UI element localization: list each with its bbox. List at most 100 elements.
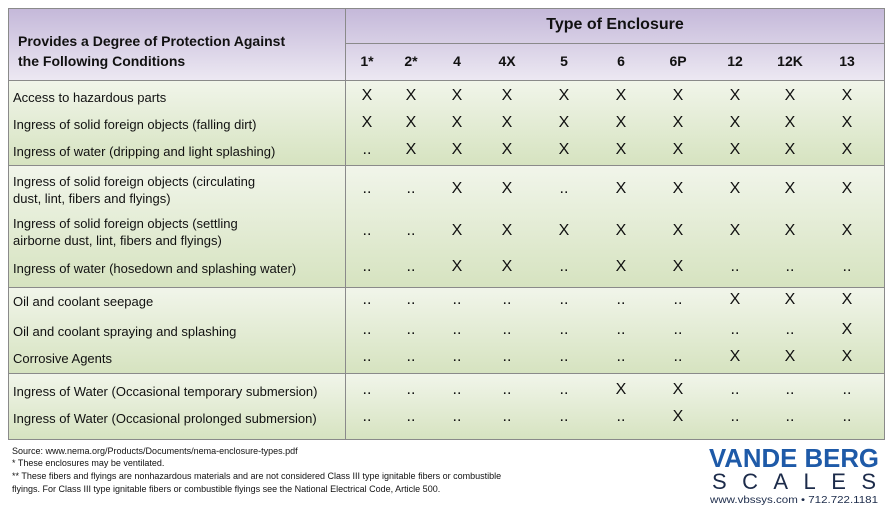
cell: X [784, 87, 796, 104]
cell: X [841, 141, 853, 158]
cell: X [729, 141, 741, 158]
row-label: airborne dust, lint, fibers and flyings) [13, 233, 222, 248]
cell: X [841, 222, 853, 239]
group-title: Type of Enclosure [546, 16, 684, 33]
cell: X [672, 222, 684, 239]
cell: X [841, 291, 853, 308]
cell: .. [559, 291, 569, 308]
cell: .. [559, 381, 569, 398]
logo-contact: www.vbssys.com • 712.722.1181 [709, 494, 878, 506]
cell: X [501, 180, 513, 197]
column-label: 2* [404, 53, 418, 69]
cell: .. [406, 258, 416, 275]
column-label: 13 [839, 53, 855, 69]
row-label: Corrosive Agents [13, 350, 112, 366]
cell: X [451, 87, 463, 104]
logo-name: VANDE BERG [709, 443, 879, 473]
header-title: the Following Conditions [18, 53, 186, 69]
cell: X [558, 87, 570, 104]
cell: X [841, 114, 853, 131]
column-label: 5 [560, 53, 568, 69]
cell: .. [730, 408, 740, 425]
cell: .. [452, 348, 462, 365]
column-label: 4X [498, 53, 516, 69]
cell: .. [616, 321, 626, 338]
cell: X [451, 222, 463, 239]
column-label: 6 [617, 53, 625, 69]
cell: X [729, 114, 741, 131]
cell: X [558, 141, 570, 158]
cell: X [501, 87, 513, 104]
cell: X [615, 87, 627, 104]
cell: .. [559, 180, 569, 197]
row-label: dust, lint, fibers and flyings) [13, 191, 171, 206]
cell: .. [673, 291, 683, 308]
cell: X [672, 258, 684, 275]
cell: X [729, 222, 741, 239]
cell: X [784, 141, 796, 158]
cell: .. [362, 321, 372, 338]
cell: .. [502, 291, 512, 308]
cell: .. [362, 348, 372, 365]
cell: X [729, 180, 741, 197]
row-group [8, 165, 885, 287]
cell: X [841, 348, 853, 365]
cell: X [451, 258, 463, 275]
cell: X [615, 381, 627, 398]
cell: .. [785, 321, 795, 338]
cell: .. [406, 348, 416, 365]
cell: .. [406, 222, 416, 239]
cell: .. [673, 321, 683, 338]
row-group [8, 80, 885, 165]
cell: X [729, 87, 741, 104]
cell: X [615, 258, 627, 275]
cell: .. [785, 381, 795, 398]
footnote: flyings. For Class III type ignitable fi… [12, 484, 441, 494]
cell: X [361, 87, 373, 104]
cell: .. [406, 381, 416, 398]
cell: .. [559, 258, 569, 275]
column-divider [345, 8, 346, 440]
cell: X [405, 87, 417, 104]
table-border [8, 8, 885, 440]
cell: .. [559, 348, 569, 365]
cell: X [361, 114, 373, 131]
cell: X [729, 291, 741, 308]
cell: .. [406, 180, 416, 197]
cell: .. [362, 291, 372, 308]
cell: X [672, 408, 684, 425]
cell: X [615, 114, 627, 131]
column-label: 12 [727, 53, 743, 69]
cell: .. [785, 408, 795, 425]
cell: .. [362, 408, 372, 425]
cell: .. [616, 291, 626, 308]
row-label: Ingress of solid foreign objects (settli… [13, 216, 238, 231]
cell: .. [559, 321, 569, 338]
cell: X [784, 114, 796, 131]
cell: .. [452, 321, 462, 338]
footnote: * These enclosures may be ventilated. [12, 458, 165, 468]
cell: X [501, 258, 513, 275]
cell: .. [842, 408, 852, 425]
cell: .. [362, 258, 372, 275]
cell: X [451, 180, 463, 197]
cell: X [729, 348, 741, 365]
row-group [8, 373, 885, 440]
cell: X [672, 87, 684, 104]
cell: .. [785, 258, 795, 275]
cell: X [672, 180, 684, 197]
cell: X [615, 180, 627, 197]
cell: X [558, 222, 570, 239]
cell: X [841, 87, 853, 104]
cell: X [672, 114, 684, 131]
cell: X [451, 141, 463, 158]
header-title: Provides a Degree of Protection Against [18, 33, 286, 49]
cell: X [501, 222, 513, 239]
cell: X [784, 291, 796, 308]
row-label: Ingress of Water (Occasional temporary s… [13, 383, 318, 399]
cell: X [558, 114, 570, 131]
cell: .. [842, 381, 852, 398]
header-bg [8, 8, 885, 80]
cell: .. [452, 408, 462, 425]
cell: .. [730, 321, 740, 338]
